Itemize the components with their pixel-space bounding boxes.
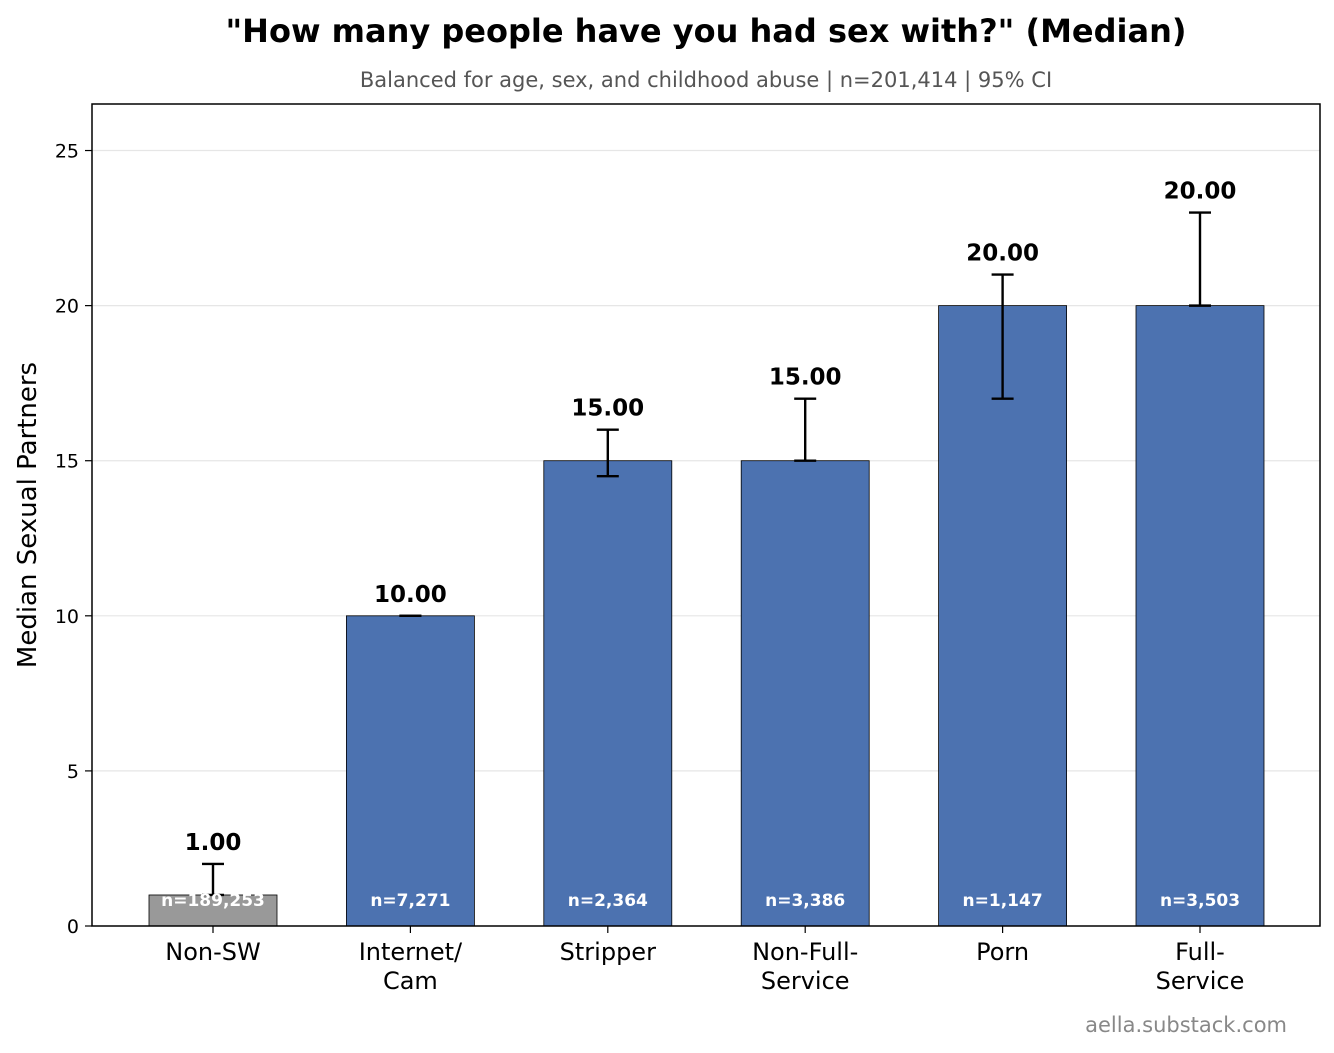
chart-subtitle: Balanced for age, sex, and childhood abu… <box>360 68 1052 93</box>
bar <box>938 305 1067 927</box>
x-tick-label: Service <box>761 967 850 995</box>
y-tick-label: 20 <box>55 296 79 318</box>
value-label: 1.00 <box>185 830 242 856</box>
source-credit: aella.substack.com <box>1085 1013 1287 1037</box>
y-tick-label: 0 <box>67 916 79 938</box>
bar <box>1135 305 1265 927</box>
sample-size-label: n=2,364 <box>568 891 648 911</box>
value-label: 15.00 <box>769 365 842 391</box>
x-tick-label: Internet/ <box>359 938 463 966</box>
x-tick-label: Stripper <box>560 938 656 966</box>
y-tick-label: 10 <box>55 606 79 628</box>
sample-size-label: n=3,386 <box>765 891 845 911</box>
y-tick-label: 25 <box>55 141 79 163</box>
value-label: 10.00 <box>374 582 447 608</box>
bars <box>148 305 1265 927</box>
bar <box>543 460 673 927</box>
y-tick-label: 5 <box>67 761 79 783</box>
x-tick-label: Non-SW <box>165 938 260 966</box>
value-label: 20.00 <box>966 241 1039 267</box>
sample-size-label: n=1,147 <box>963 891 1043 911</box>
value-label: 20.00 <box>1164 179 1237 205</box>
bar <box>740 460 870 927</box>
chart-title: "How many people have you had sex with?"… <box>226 12 1187 50</box>
gridlines <box>92 149 1320 772</box>
y-axis-label: Median Sexual Partners <box>13 362 43 668</box>
x-tick-label: Non-Full- <box>752 938 858 966</box>
sample-size-label: n=189,253 <box>161 891 265 911</box>
plot-frame <box>91 103 1321 927</box>
sample-size-label: n=3,503 <box>1160 891 1240 911</box>
value-label: 15.00 <box>571 396 644 422</box>
x-tick-label: Cam <box>383 967 438 995</box>
x-tick-label: Full- <box>1175 938 1225 966</box>
bar-labels: 1.00 n=189,253 10.00 n=7,271 15.00 n=2,364 15.… <box>161 179 1240 911</box>
x-tick-label: Porn <box>976 938 1029 966</box>
bar <box>148 894 278 927</box>
bar <box>345 615 475 927</box>
axes: 0 5 10 15 20 25 Non-SW Internet/Cam Stripper Non-… <box>55 141 1245 995</box>
y-tick-label: 15 <box>55 451 79 473</box>
sample-size-label: n=7,271 <box>370 891 450 911</box>
x-tick-label: Service <box>1156 967 1245 995</box>
